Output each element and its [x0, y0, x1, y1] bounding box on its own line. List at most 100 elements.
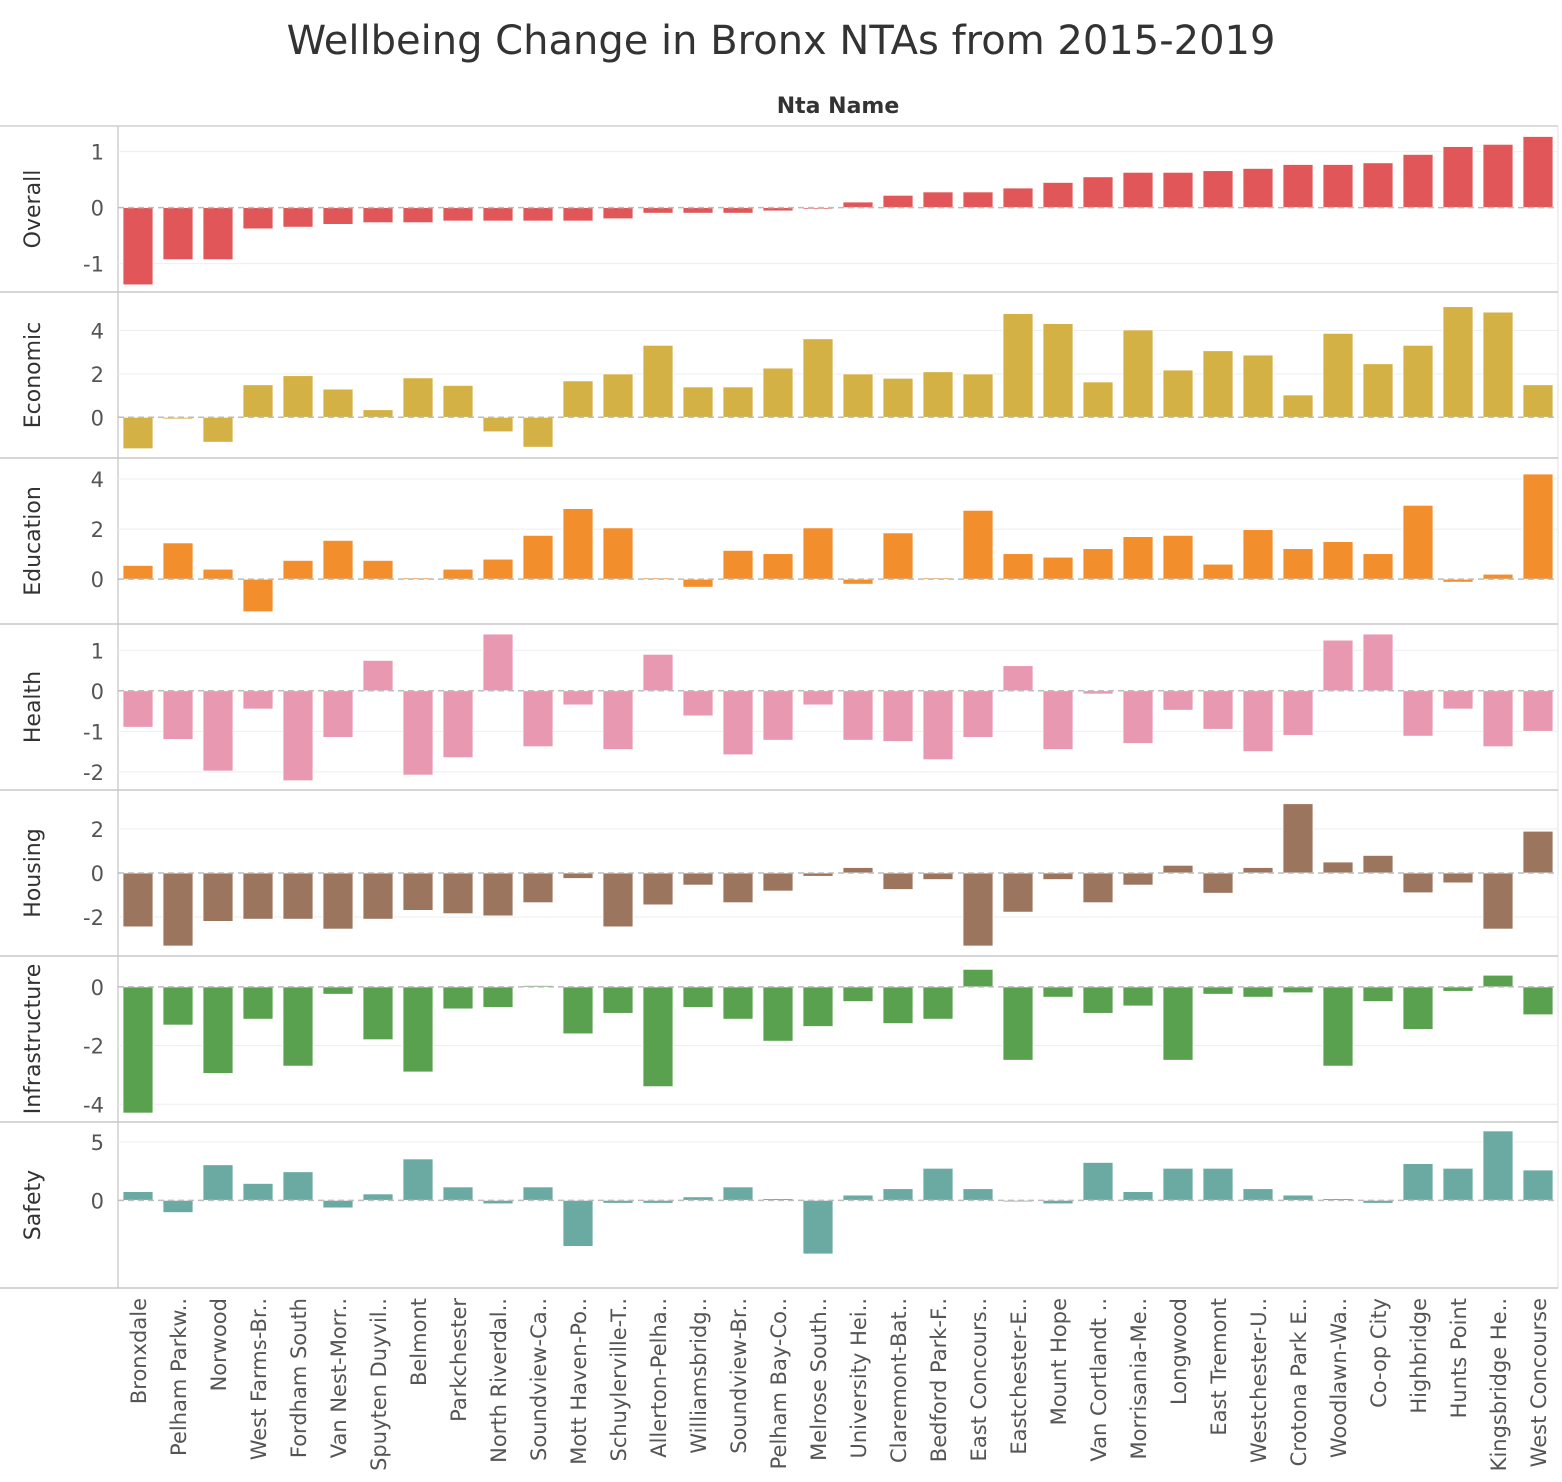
- health-bar-kingsbridge-he: [1482, 690, 1514, 748]
- safety-bar-westchester-u: [1242, 1188, 1274, 1201]
- housing-bar-bronxdale: [122, 872, 154, 928]
- economic-bar-schuylerville-t: [602, 373, 634, 418]
- infrastructure-bar-highbridge: [1402, 986, 1434, 1030]
- economic-bar-morrisania-me: [1122, 329, 1154, 418]
- x-label-north-riverdal: North Riverdal..: [487, 1298, 511, 1463]
- housing-bar-claremont-bat: [882, 872, 914, 890]
- economic-bar-soundview-br: [722, 386, 754, 418]
- economic-bar-van-cortlandt: [1082, 381, 1114, 418]
- x-label-norwood: Norwood: [207, 1298, 231, 1391]
- economic-row-label: Economic: [21, 322, 46, 429]
- economic-bar-west-concourse: [1522, 384, 1554, 418]
- x-label-longwood: Longwood: [1167, 1298, 1191, 1405]
- housing-bar-university-hei: [842, 867, 874, 874]
- overall-bar-woodlawn-wa: [1322, 164, 1354, 208]
- housing-row-label: Housing: [21, 828, 46, 917]
- education-tick-label: 4: [91, 468, 104, 492]
- infrastructure-tick-label: -4: [83, 1093, 104, 1117]
- education-bar-claremont-bat: [882, 532, 914, 580]
- housing-bar-east-tremont: [1202, 872, 1234, 894]
- education-bar-woodlawn-wa: [1322, 541, 1354, 580]
- housing-bar-parkchester: [442, 872, 474, 915]
- health-bar-west-farms-br: [242, 690, 274, 710]
- infrastructure-bar-soundview-br: [722, 986, 754, 1020]
- overall-bar-westchester-u: [1242, 167, 1274, 208]
- economic-bar-bronxdale: [122, 416, 154, 450]
- safety-bar-longwood: [1162, 1167, 1194, 1201]
- health-bar-university-hei: [842, 690, 874, 741]
- education-bar-kingsbridge-he: [1482, 573, 1514, 580]
- safety-bar-soundview-br: [722, 1186, 754, 1201]
- overall-bar-pelham-parkw: [162, 207, 194, 261]
- education-bar-williamsbridg: [682, 578, 714, 588]
- health-bar-norwood: [202, 690, 234, 772]
- health-bar-woodlawn-wa: [1322, 639, 1354, 692]
- economic-bar-van-nest-morr: [322, 388, 354, 418]
- safety-bar-mott-haven-po: [562, 1199, 594, 1247]
- x-label-soundview-br: Soundview-Br..: [727, 1298, 751, 1454]
- economic-bar-university-hei: [842, 373, 874, 418]
- x-label-east-concours: East Concours..: [967, 1298, 991, 1461]
- health-bar-belmont: [402, 690, 434, 776]
- economic-bar-crotona-park-e: [1282, 394, 1314, 418]
- infrastructure-bar-norwood: [202, 986, 234, 1074]
- health-row-label: Health: [21, 671, 46, 743]
- education-bar-university-hei: [842, 578, 874, 585]
- infrastructure-bar-eastchester-e: [1002, 986, 1034, 1061]
- health-bar-spuyten-duyvil: [362, 659, 394, 692]
- health-bar-highbridge: [1402, 690, 1434, 737]
- economic-bar-soundview-ca: [522, 416, 554, 448]
- x-label-pelham-bay-co: Pelham Bay-Co..: [767, 1298, 791, 1469]
- x-label-schuylerville-t: Schuylerville-T..: [607, 1298, 631, 1462]
- infrastructure-bar-spuyten-duyvil: [362, 986, 394, 1041]
- economic-bar-belmont: [402, 377, 434, 418]
- overall-row-label: Overall: [21, 170, 46, 249]
- education-bar-morrisania-me: [1122, 536, 1154, 580]
- health-bar-west-concourse: [1522, 690, 1554, 732]
- health-bar-mott-haven-po: [562, 690, 594, 706]
- overall-bar-mount-hope: [1042, 181, 1074, 208]
- overall-tick-label: 0: [91, 197, 104, 221]
- housing-bar-crotona-park-e: [1282, 803, 1314, 874]
- economic-bar-claremont-bat: [882, 377, 914, 418]
- health-bar-bedford-park-f: [922, 690, 954, 761]
- economic-bar-eastchester-e: [1002, 313, 1034, 418]
- housing-bar-pelham-parkw: [162, 872, 194, 947]
- health-bar-pelham-parkw: [162, 690, 194, 740]
- infrastructure-bar-east-concours: [962, 968, 994, 988]
- health-tick-label: 1: [91, 639, 104, 663]
- education-bar-van-cortlandt: [1082, 548, 1114, 580]
- economic-bar-westchester-u: [1242, 354, 1274, 418]
- overall-bar-kingsbridge-he: [1482, 143, 1514, 209]
- economic-bar-kingsbridge-he: [1482, 311, 1514, 418]
- safety-row-label: Safety: [21, 1170, 46, 1240]
- infrastructure-bar-pelham-bay-co: [762, 986, 794, 1042]
- infrastructure-bar-crotona-park-e: [1282, 986, 1314, 994]
- health-bar-longwood: [1162, 690, 1194, 711]
- overall-bar-bronxdale: [122, 207, 154, 286]
- health-bar-co-op-city: [1362, 633, 1394, 692]
- overall-tick-label: -1: [83, 253, 104, 277]
- safety-bar-claremont-bat: [882, 1188, 914, 1201]
- housing-bar-spuyten-duyvil: [362, 872, 394, 920]
- x-label-melrose-south: Melrose South..: [807, 1298, 831, 1461]
- economic-tick-label: 2: [91, 363, 104, 387]
- column-header: Nta Name: [776, 94, 900, 119]
- x-label-belmont: Belmont: [407, 1298, 431, 1386]
- x-label-fordham-south: Fordham South: [287, 1298, 311, 1458]
- infrastructure-bar-west-concourse: [1522, 986, 1554, 1016]
- economic-bar-mount-hope: [1042, 323, 1074, 418]
- infrastructure-bar-kingsbridge-he: [1482, 974, 1514, 988]
- overall-bar-east-tremont: [1202, 170, 1234, 208]
- health-tick-label: 0: [91, 680, 104, 704]
- infrastructure-bar-van-cortlandt: [1082, 986, 1114, 1014]
- housing-bar-highbridge: [1402, 872, 1434, 894]
- safety-bar-van-nest-morr: [322, 1199, 354, 1209]
- safety-bar-parkchester: [442, 1186, 474, 1201]
- overall-bar-crotona-park-e: [1282, 164, 1314, 208]
- economic-bar-west-farms-br: [242, 384, 274, 418]
- economic-bar-bedford-park-f: [922, 371, 954, 418]
- economic-bar-norwood: [202, 416, 234, 443]
- education-tick-label: 2: [91, 518, 104, 542]
- education-bar-pelham-parkw: [162, 542, 194, 580]
